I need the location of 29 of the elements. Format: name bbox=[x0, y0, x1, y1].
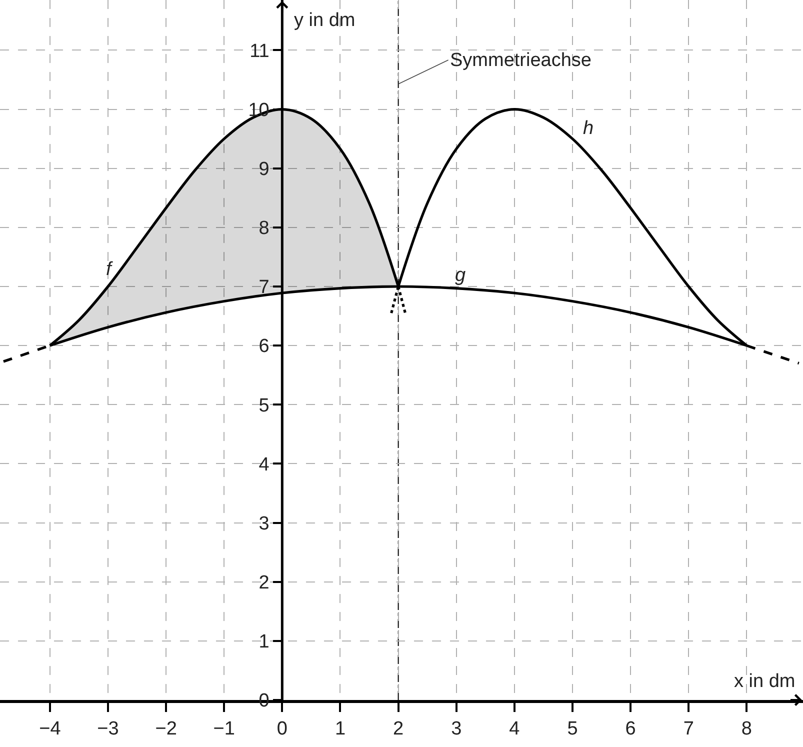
y-tick-label: 7 bbox=[258, 277, 270, 298]
y-tick-label: 4 bbox=[258, 454, 270, 476]
x-tick-label: 5 bbox=[567, 718, 578, 740]
y-axis-title: y in dm bbox=[294, 10, 356, 31]
ref-line-label: Symmetrieachse bbox=[450, 50, 592, 71]
x-tick-label: −4 bbox=[39, 718, 62, 740]
y-tick-label: 9 bbox=[258, 159, 270, 180]
x-tick-label: 8 bbox=[741, 718, 752, 740]
y-tick-label: 8 bbox=[258, 218, 270, 240]
x-axis-title: x in dm bbox=[734, 671, 796, 692]
x-tick-label: −3 bbox=[97, 718, 119, 740]
y-tick-label: 1 bbox=[258, 632, 270, 653]
x-tick-label: −2 bbox=[155, 718, 177, 740]
x-tick-label: 7 bbox=[683, 718, 694, 740]
y-tick-label: 5 bbox=[258, 395, 270, 416]
y-tick-label: 6 bbox=[258, 336, 270, 358]
x-tick-label: −1 bbox=[213, 718, 235, 740]
x-tick-label: 4 bbox=[509, 718, 520, 740]
x-tick-label: 6 bbox=[625, 718, 636, 740]
x-tick-label: 2 bbox=[393, 718, 404, 740]
x-tick-label: 1 bbox=[334, 718, 346, 740]
series-label: f bbox=[106, 259, 113, 280]
y-tick-label: 3 bbox=[258, 513, 270, 534]
series-label: h bbox=[583, 118, 594, 139]
y-tick-label: 11 bbox=[250, 40, 270, 62]
x-tick-label: 0 bbox=[276, 718, 288, 740]
y-tick-label: 2 bbox=[258, 572, 270, 594]
x-tick-label: 3 bbox=[451, 718, 462, 740]
series-label: g bbox=[455, 265, 466, 286]
